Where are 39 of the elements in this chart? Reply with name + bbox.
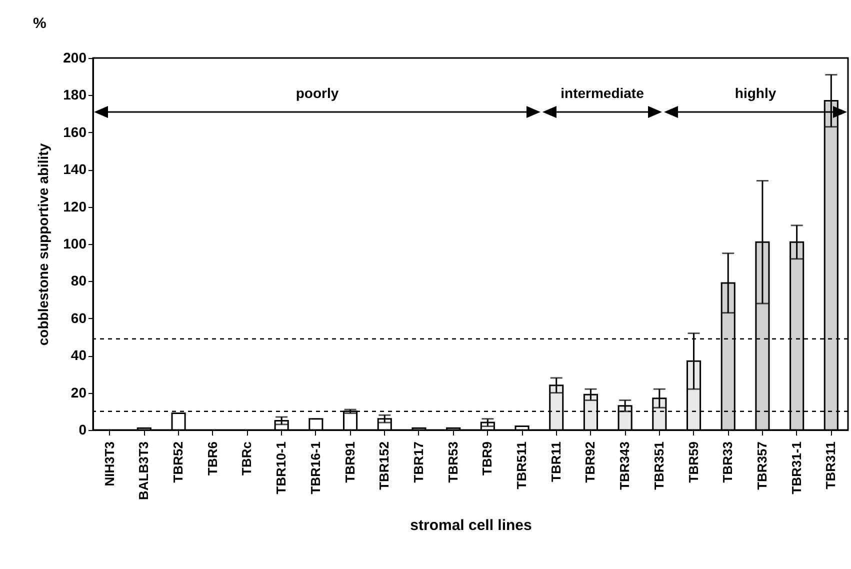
x-tick-label: BALB3T3 — [136, 442, 152, 500]
x-tick-label: TBR91 — [342, 442, 358, 483]
y-tick-label: 200 — [63, 50, 87, 66]
y-tick-label: 60 — [70, 310, 87, 326]
y-tick-label: 100 — [63, 236, 87, 252]
x-tick-label: TBR10-1 — [274, 442, 289, 494]
y-tick-label: 20 — [70, 384, 87, 400]
x-tick-label: TBR59 — [686, 442, 701, 483]
x-tick-label: TBR92 — [582, 442, 598, 483]
x-tick-label: NIH3T3 — [102, 442, 117, 486]
x-axis-title: stromal cell lines — [410, 517, 532, 534]
y-tick-label: 80 — [70, 272, 87, 289]
x-tick-label: TBR511 — [514, 442, 530, 490]
x-tick-label: TBR31-1 — [788, 442, 804, 494]
x-tick-label: TBR9 — [480, 442, 495, 476]
x-tick-label: TBR16-1 — [308, 442, 323, 494]
x-tick-label: TBR6 — [204, 442, 220, 476]
annotation: poorly — [296, 84, 339, 101]
x-tick-label: TBRc — [239, 442, 254, 476]
annotation: highly — [734, 84, 776, 101]
x-tick-label: TBR33 — [720, 442, 736, 483]
text: % — [33, 15, 46, 32]
y-tick-label: 140 — [63, 161, 87, 178]
x-tick-label: TBR17 — [410, 442, 426, 483]
y-axis-title: cobblestone supportive ability — [35, 143, 52, 346]
x-tick-label: TBR351 — [651, 442, 666, 490]
x-tick-label: TBR11 — [548, 442, 564, 482]
x-tick-label: TBR53 — [445, 442, 460, 483]
y-tick-label: 160 — [63, 124, 87, 140]
x-tick-label: TBR357 — [754, 442, 770, 490]
y-tick-label: 120 — [63, 198, 87, 214]
y-tick-label: 180 — [63, 86, 87, 103]
x-tick-label: TBR311 — [823, 442, 838, 490]
y-tick-label: 40 — [70, 347, 87, 364]
annotation: intermediate — [560, 84, 644, 101]
x-tick-label: TBR152 — [376, 442, 392, 490]
x-tick-label: TBR52 — [170, 442, 186, 483]
y-tick-label: 0 — [78, 422, 87, 438]
x-tick-label: TBR343 — [617, 442, 632, 490]
